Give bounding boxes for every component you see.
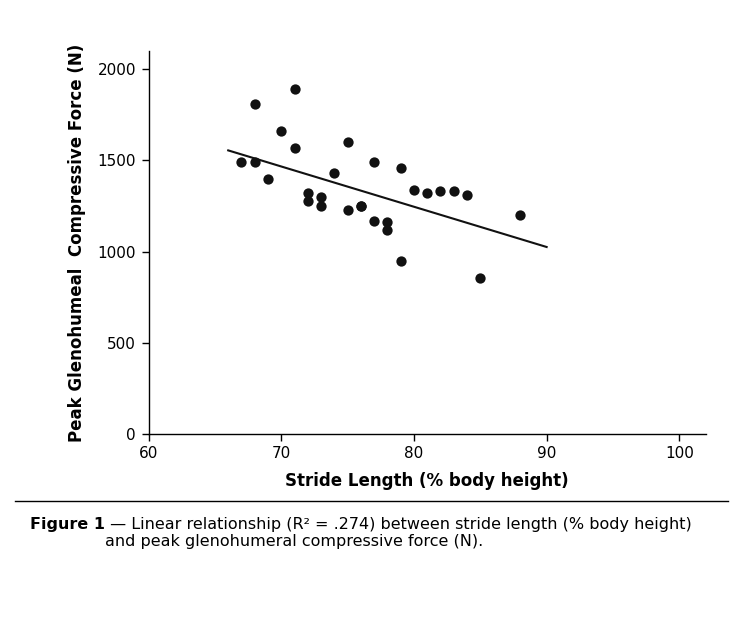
Y-axis label: Peak Glenohumeal  Compressive Force (N): Peak Glenohumeal Compressive Force (N) [68, 43, 86, 441]
Point [474, 273, 486, 283]
Point [435, 186, 447, 197]
Point [421, 188, 433, 198]
Text: — Linear relationship (R² = .274) between stride length (% body height)
and peak: — Linear relationship (R² = .274) betwee… [105, 517, 692, 549]
Point [249, 157, 261, 167]
Point [315, 192, 327, 202]
Point [369, 157, 380, 167]
Point [302, 188, 314, 198]
Point [355, 201, 367, 211]
Point [302, 195, 314, 205]
Point [395, 256, 406, 266]
Point [249, 99, 261, 109]
Point [514, 210, 526, 220]
Point [342, 137, 354, 147]
Point [276, 126, 288, 137]
Point [461, 190, 473, 200]
Text: Figure 1: Figure 1 [30, 517, 105, 532]
Point [288, 142, 300, 152]
Point [408, 184, 420, 195]
Point [381, 218, 393, 228]
Point [369, 216, 380, 226]
Point [381, 225, 393, 235]
Point [342, 205, 354, 215]
Point [328, 168, 340, 178]
Point [395, 163, 406, 173]
Point [288, 84, 300, 94]
Point [315, 201, 327, 211]
Point [236, 157, 247, 167]
X-axis label: Stride Length (% body height): Stride Length (% body height) [285, 473, 569, 491]
Point [355, 201, 367, 211]
Point [448, 186, 460, 197]
Point [262, 174, 274, 184]
